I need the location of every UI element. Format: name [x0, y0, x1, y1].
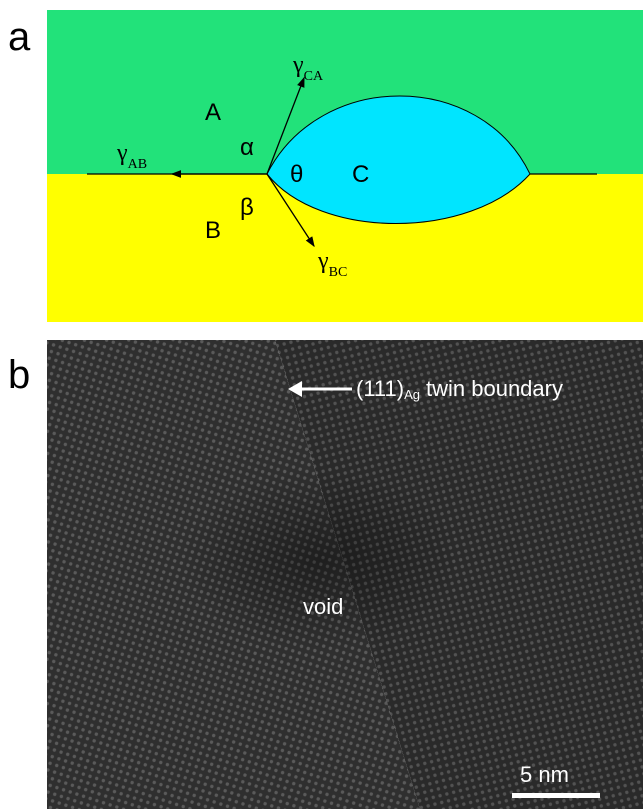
angle-label: θ	[290, 161, 303, 188]
phase-label: B	[205, 217, 221, 244]
angle-label: β	[240, 194, 254, 221]
scale-bar	[512, 793, 600, 798]
phase-label: A	[205, 99, 221, 126]
panel-label: b	[8, 353, 30, 397]
phase-label: C	[352, 161, 369, 188]
void-label: void	[303, 594, 343, 619]
panel-label: a	[8, 15, 31, 59]
scale-bar-label: 5 nm	[520, 762, 569, 787]
void-region	[180, 470, 460, 650]
page: a A B C α β θ γCA γAB γBC b (111)Agtwin …	[0, 0, 643, 809]
angle-label: α	[240, 134, 254, 161]
figure: a A B C α β θ γCA γAB γBC b (111)Agtwin …	[0, 0, 643, 809]
